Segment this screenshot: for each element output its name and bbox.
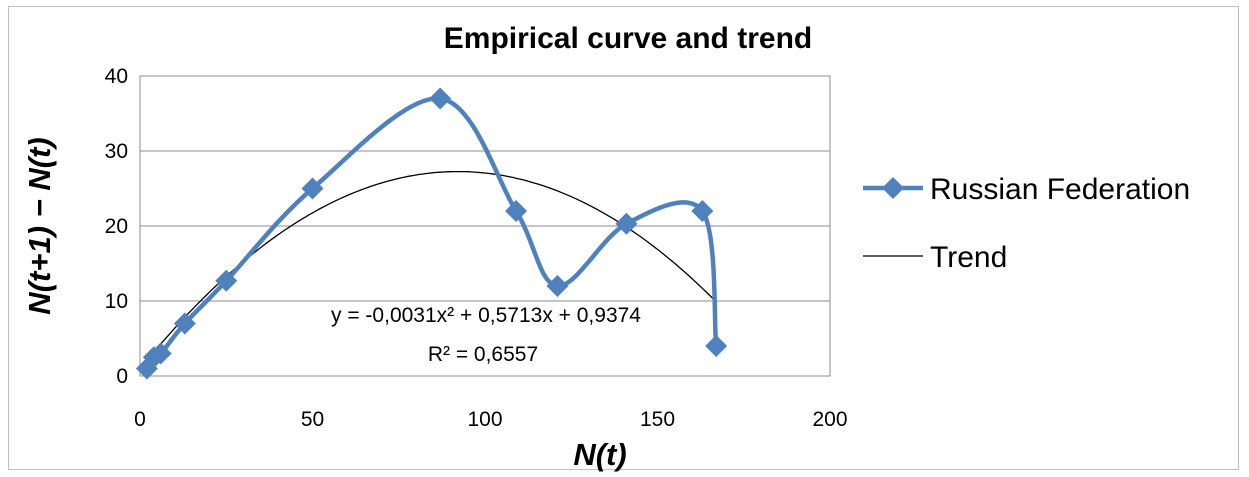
legend-label-russian-federation: Russian Federation [930, 173, 1190, 206]
data-point-marker [429, 87, 452, 110]
data-point-marker [301, 177, 324, 200]
legend-label-trend: Trend [930, 241, 1007, 274]
chart-title: Empirical curve and trend [444, 22, 812, 55]
x-tick-label: 0 [134, 408, 146, 431]
data-point-marker [173, 312, 196, 335]
x-tick-labels: 0 50 100 150 200 [134, 408, 847, 431]
y-tick-label: 0 [116, 365, 128, 388]
data-point-marker [705, 335, 728, 357]
legend-diamond-marker [882, 177, 904, 199]
plot-area-border [139, 75, 831, 377]
legend: Russian Federation Trend [863, 173, 1190, 274]
russian-federation-markers [135, 87, 728, 380]
x-axis-title: N(t) [573, 437, 626, 472]
data-point-marker [149, 342, 172, 365]
y-tick-label: 20 [105, 215, 128, 238]
data-point-marker [546, 275, 569, 297]
x-tick-label: 200 [812, 408, 847, 431]
y-tick-labels: 0 10 20 30 40 [105, 65, 128, 388]
x-tick-label: 150 [640, 408, 675, 431]
y-axis-title: N(t+1) − N(t) [22, 137, 57, 314]
data-point-marker [215, 269, 238, 292]
y-tick-label: 10 [105, 290, 128, 313]
x-tick-label: 100 [467, 408, 502, 431]
trend-r-squared: R² = 0,6557 [428, 343, 538, 366]
y-tick-label: 40 [105, 65, 128, 88]
y-tick-label: 30 [105, 140, 128, 163]
chart-frame [8, 6, 1239, 470]
trend-line [146, 170, 717, 361]
data-point-marker [691, 200, 714, 222]
russian-federation-line [144, 96, 719, 371]
x-tick-label: 50 [301, 408, 324, 431]
gridlines [140, 75, 830, 377]
data-point-marker [505, 200, 528, 222]
trend-equation: y = -0,0031x² + 0,5713x + 0,9374 [331, 304, 641, 327]
data-point-marker [615, 212, 638, 235]
